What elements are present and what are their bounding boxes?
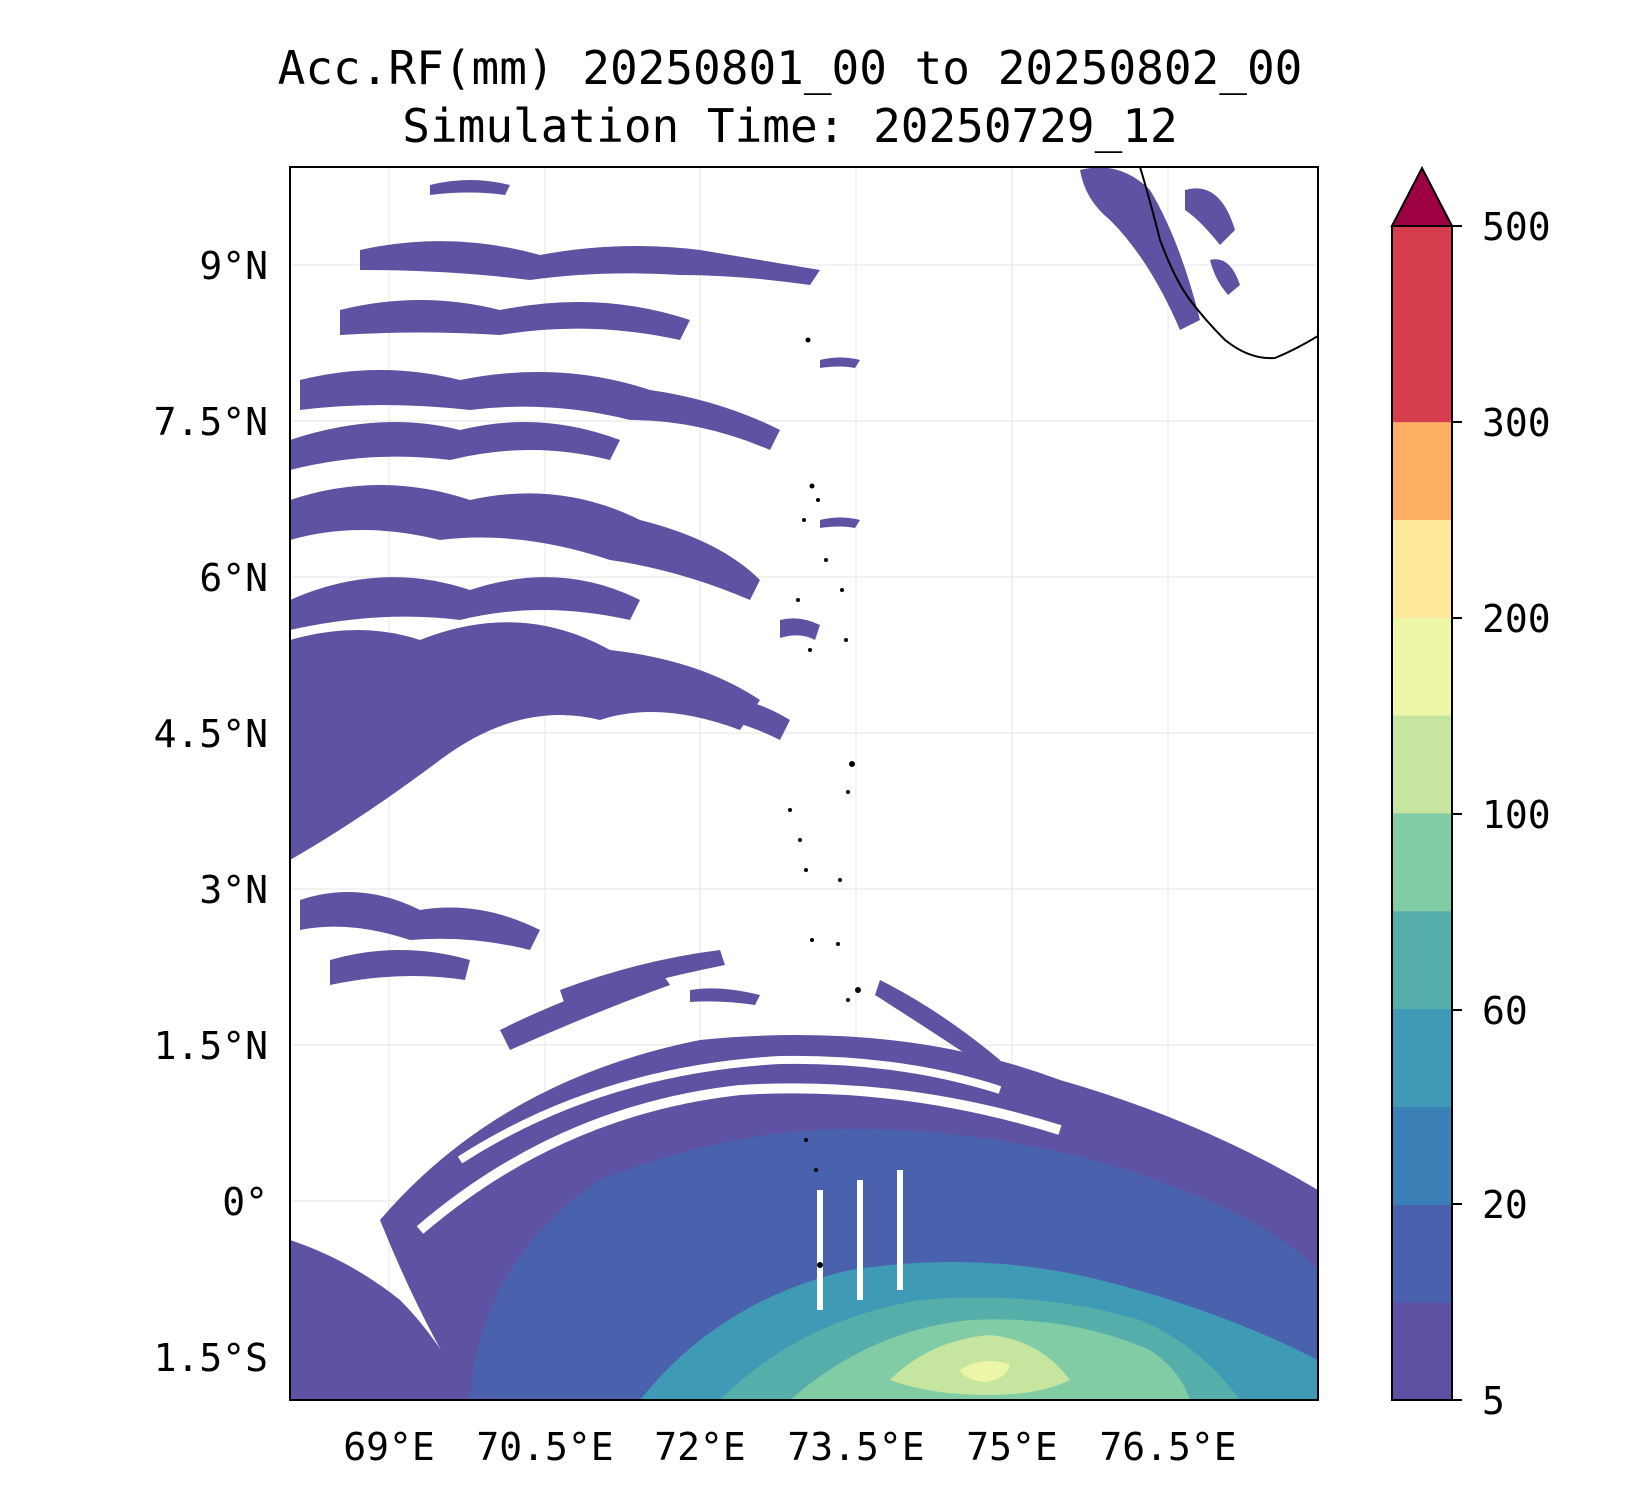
- colorbar-tick-label: 500: [1482, 205, 1551, 249]
- lon-tick-label: 73.5°E: [787, 1425, 924, 1469]
- rain-bands-west: [290, 167, 1240, 1400]
- colorbar-tick-label: 5: [1482, 1379, 1505, 1423]
- lat-tick-label: 1.5°S: [154, 1336, 268, 1380]
- colorbar-band: [1392, 910, 1452, 1010]
- rain-bands-south: [380, 1035, 1318, 1400]
- lat-tick-label: 1.5°N: [154, 1024, 268, 1068]
- lon-tick-label: 75°E: [966, 1425, 1058, 1469]
- colorbar-bands: [1392, 226, 1452, 1401]
- colorbar-tick-label: 60: [1482, 989, 1528, 1033]
- colorbar: 500 300 200 100 60 20 5: [1390, 165, 1551, 1423]
- lat-tick-label: 0°: [222, 1180, 268, 1224]
- lat-tick-label: 9°N: [199, 244, 268, 288]
- lon-tick-label: 70.5°E: [476, 1425, 613, 1469]
- lon-tick-label: 76.5°E: [1099, 1425, 1236, 1469]
- colorbar-band: [1392, 323, 1452, 423]
- colorbar-band: [1392, 1204, 1452, 1303]
- rainfall-field: [290, 167, 1318, 1400]
- lat-tick-label: 3°N: [199, 868, 268, 912]
- lon-tick-label: 69°E: [343, 1425, 435, 1469]
- colorbar-band: [1392, 715, 1452, 814]
- colorbar-band: [1392, 1106, 1452, 1205]
- lat-tick-label: 7.5°N: [154, 400, 268, 444]
- map-frame: [289, 166, 1319, 1401]
- colorbar-band: [1392, 617, 1452, 716]
- colorbar-extend-arrow: [1390, 165, 1454, 227]
- colorbar-tick-label: 300: [1482, 401, 1551, 445]
- latitude-axis: 9°N 7.5°N 6°N 4.5°N 3°N 1.5°N 0° 1.5°S: [154, 244, 268, 1380]
- colorbar-tick-label: 200: [1482, 597, 1551, 641]
- coastline: [1139, 167, 1318, 360]
- colorbar-band: [1392, 1008, 1452, 1107]
- lat-tick-label: 6°N: [199, 556, 268, 600]
- colorbar-tick-label: 100: [1482, 793, 1551, 837]
- lat-tick-label: 4.5°N: [154, 712, 268, 756]
- island-markers: [788, 337, 861, 1268]
- colorbar-band: [1392, 1302, 1452, 1401]
- longitude-axis: 69°E 70.5°E 72°E 73.5°E 75°E 76.5°E: [343, 1425, 1236, 1469]
- colorbar-band: [1392, 519, 1452, 618]
- map-subtitle: Simulation Time: 20250729_12: [402, 99, 1178, 153]
- colorbar-tick-label: 20: [1482, 1183, 1528, 1227]
- lon-tick-label: 72°E: [654, 1425, 746, 1469]
- colorbar-band: [1392, 813, 1452, 912]
- map-title: Acc.RF(mm) 20250801_00 to 20250802_00: [277, 41, 1303, 95]
- colorbar-band: [1392, 421, 1452, 520]
- colorbar-band: [1392, 226, 1452, 325]
